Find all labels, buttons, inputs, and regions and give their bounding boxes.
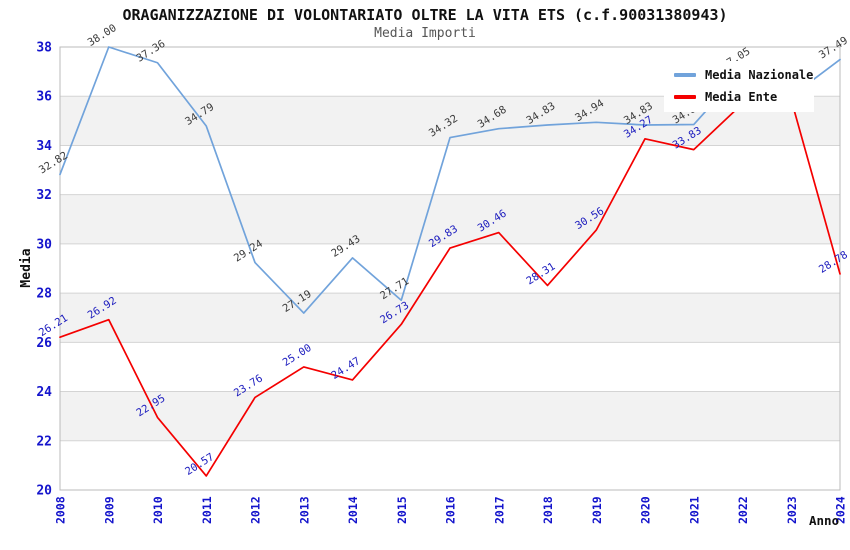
y-tick-label: 30 — [36, 237, 52, 252]
plot-band — [60, 293, 840, 343]
plot-border — [59, 46, 841, 491]
x-tick-label: 2010 — [151, 496, 165, 524]
x-axis-title: Anno — [809, 513, 839, 528]
plot-band — [60, 145, 840, 195]
legend-label: Media Nazionale — [705, 68, 814, 82]
legend-swatch-media-nazionale — [674, 73, 696, 77]
y-tick-label: 38 — [36, 41, 52, 56]
legend-label: Media Ente — [705, 90, 778, 104]
x-tick-label: 2009 — [102, 496, 116, 524]
y-axis-title: Media — [19, 248, 34, 287]
y-tick-label: 22 — [36, 434, 52, 449]
legend: Media Nazionale Media Ente — [664, 61, 814, 112]
x-tick-label: 2024 — [834, 496, 848, 524]
chart-title: ORAGANIZZAZIONE DI VOLONTARIATO OLTRE LA… — [122, 6, 728, 24]
x-tick-label: 2018 — [541, 496, 555, 524]
y-tick-label: 32 — [36, 188, 52, 203]
x-tick-label: 2019 — [590, 496, 604, 524]
chart-subtitle: Media Importi — [374, 26, 476, 41]
x-tick-label: 2020 — [639, 496, 653, 524]
y-tick-label: 28 — [36, 287, 52, 302]
plot-band — [60, 243, 840, 294]
x-tick-label: 2014 — [346, 496, 360, 524]
legend-swatch-media-ente — [674, 95, 696, 99]
plot-band — [60, 342, 840, 392]
x-tick-label: 2011 — [200, 496, 214, 524]
x-tick-label: 2021 — [687, 496, 701, 524]
legend-item-media-ente: Media Ente — [674, 90, 804, 104]
x-tick-label: 2022 — [736, 496, 750, 524]
x-tick-label: 2013 — [297, 496, 311, 524]
x-tick-label: 2016 — [444, 496, 458, 524]
y-tick-label: 26 — [36, 336, 52, 351]
y-tick-label: 20 — [36, 484, 52, 499]
plot-band — [60, 391, 840, 441]
y-tick-label: 24 — [36, 385, 52, 400]
x-tick-label: 2008 — [54, 496, 68, 524]
y-tick-label: 36 — [36, 90, 52, 105]
x-tick-label: 2017 — [492, 496, 506, 524]
y-tick-label: 34 — [36, 139, 52, 154]
series-line-media-ente — [59, 99, 841, 477]
legend-item-media-nazionale: Media Nazionale — [674, 68, 813, 82]
x-tick-label: 2023 — [785, 496, 799, 524]
plot-band — [60, 440, 840, 490]
x-tick-label: 2015 — [395, 496, 409, 524]
x-tick-label: 2012 — [249, 496, 263, 524]
plot-band — [60, 194, 840, 244]
point-label-media-nazionale: 38.00 — [86, 22, 119, 49]
